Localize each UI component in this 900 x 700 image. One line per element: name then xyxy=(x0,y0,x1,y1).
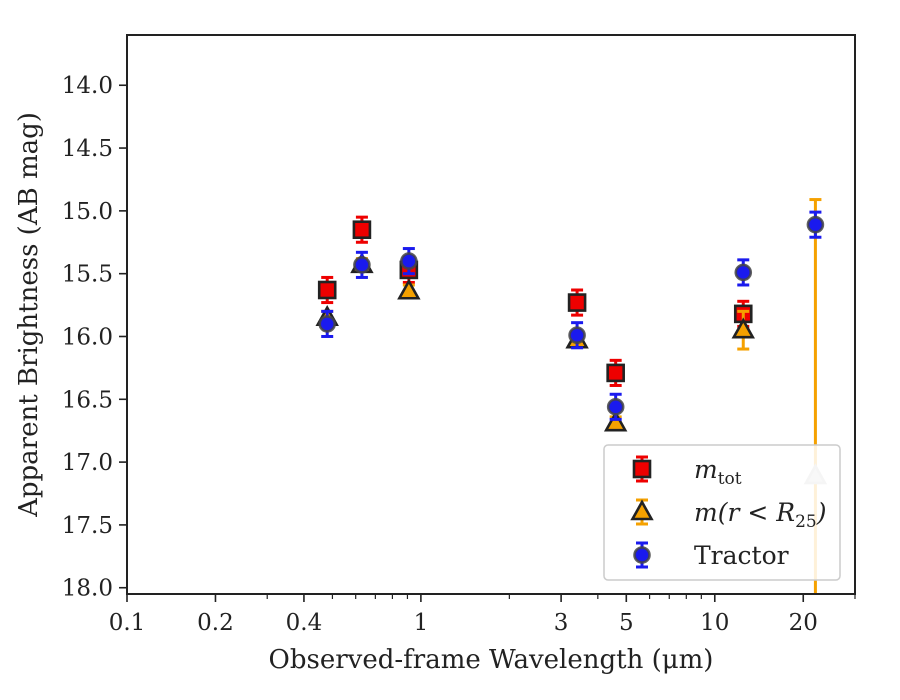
legend-label-main: m(r < R xyxy=(694,498,795,527)
legend-item-m-r-r-25: m(r < R25) xyxy=(630,498,826,532)
x-tick-label: 0.4 xyxy=(286,610,323,636)
plot-frame xyxy=(126,34,856,595)
data-point xyxy=(397,278,421,300)
data-point xyxy=(352,220,372,240)
legend-marker xyxy=(633,546,651,564)
legend-label-subscript: tot xyxy=(718,469,742,489)
data-point xyxy=(318,315,337,333)
legend-box xyxy=(603,444,841,581)
legend-label-main: m xyxy=(694,455,718,484)
legend-label: Tractor xyxy=(694,541,789,570)
y-tick-label: 15.5 xyxy=(62,262,113,288)
y-tick-label: 17.5 xyxy=(62,513,113,539)
y-tick-label: 14.0 xyxy=(62,73,113,99)
data-point xyxy=(400,252,418,270)
legend-label: m(r < R25) xyxy=(694,498,826,532)
data-points xyxy=(315,198,828,594)
legend-marker xyxy=(632,459,652,479)
series-tractor xyxy=(318,210,825,421)
x-tick-label: 0.1 xyxy=(109,610,146,636)
y-axis-label: Apparent Brightness (AB mag) xyxy=(14,112,44,518)
data-point xyxy=(731,317,755,339)
legend-label-suffix: ) xyxy=(816,498,827,527)
data-point xyxy=(806,215,825,234)
y-tick-label: 15.0 xyxy=(62,199,113,225)
legend-label-subscript: 25 xyxy=(795,512,817,532)
x-tick-label: 0.2 xyxy=(197,610,234,636)
legend-label: mtot xyxy=(694,455,742,489)
x-tick-label: 10 xyxy=(700,610,729,636)
data-point xyxy=(734,263,753,282)
legend-item-tractor: Tractor xyxy=(633,541,789,570)
data-point xyxy=(567,293,587,312)
y-tick-label: 14.5 xyxy=(62,136,113,162)
x-tick-label: 20 xyxy=(789,610,818,636)
legend-marker xyxy=(630,499,654,521)
x-axis-label: Observed-frame Wavelength (μm) xyxy=(269,645,714,675)
x-tick-label: 1 xyxy=(414,610,429,636)
legend-item-m-tot: mtot xyxy=(632,455,742,489)
y-tick-label: 18.0 xyxy=(62,576,113,602)
y-tick-label: 17.0 xyxy=(62,450,113,476)
data-point xyxy=(606,398,625,416)
x-tick-label: 3 xyxy=(554,610,569,636)
axis-ticks: 0.1 0.2 0.4 1 3 5 10 20 14.0 14.5 15.0 15.5 16.0 16.5… xyxy=(62,73,856,636)
data-point xyxy=(353,256,371,274)
data-point xyxy=(568,326,586,345)
data-point xyxy=(606,363,625,383)
data-point xyxy=(603,410,628,432)
data-point xyxy=(317,280,337,300)
series-m-tot xyxy=(317,215,753,387)
y-tick-label: 16.5 xyxy=(62,387,113,413)
legend: mtot m(r < R25) Tractor xyxy=(603,444,841,581)
y-tick-label: 16.0 xyxy=(62,324,113,350)
x-tick-label: 5 xyxy=(619,610,634,636)
